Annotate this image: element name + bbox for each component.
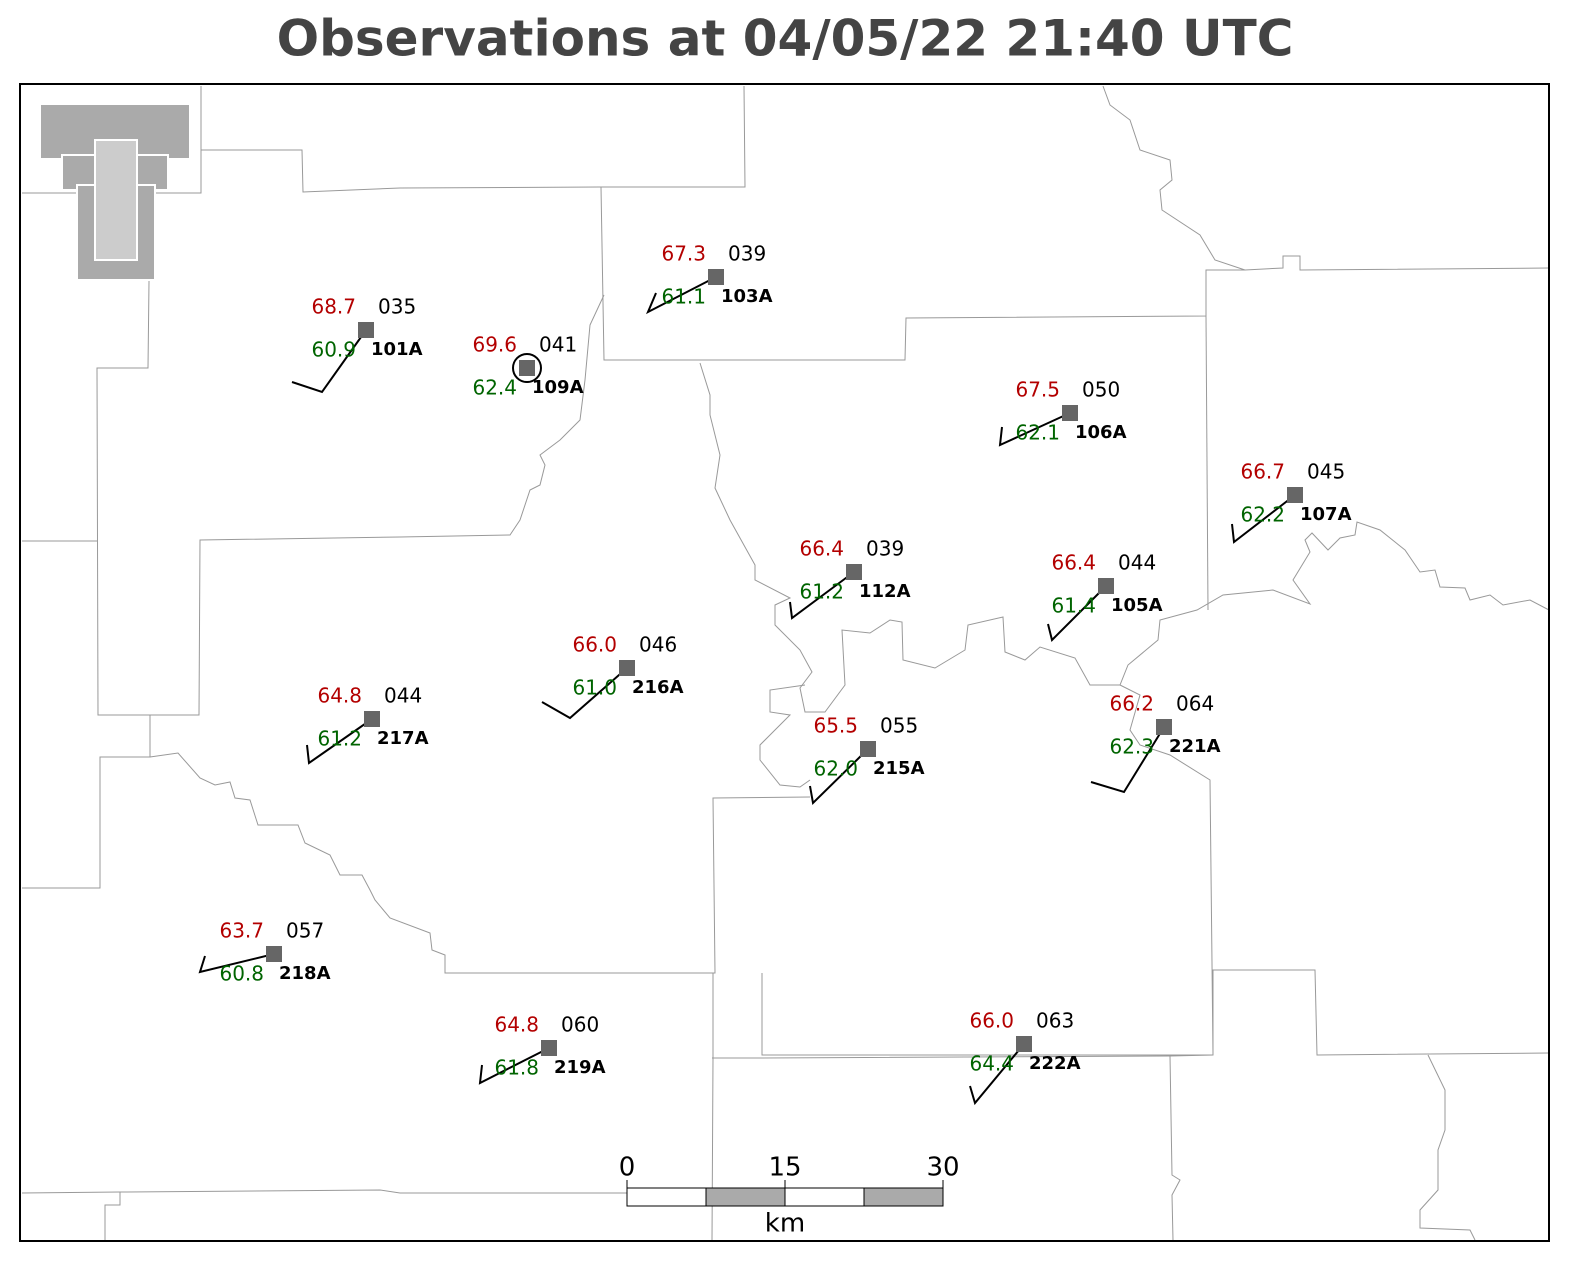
- station-id: 112A: [859, 581, 911, 602]
- wind-barb: [478, 1047, 550, 1085]
- dewpoint: 60.8: [219, 962, 264, 986]
- temperature: 66.7: [1240, 460, 1285, 484]
- station-id: 101A: [371, 339, 423, 360]
- station-id: 215A: [873, 758, 925, 779]
- temperature: 67.5: [1015, 378, 1060, 402]
- station-id: 221A: [1169, 736, 1221, 757]
- dewpoint: 61.2: [317, 727, 362, 751]
- dewpoint: 61.2: [799, 580, 844, 604]
- pressure: 057: [286, 919, 324, 943]
- pressure: 044: [384, 684, 422, 708]
- station-id: 219A: [554, 1057, 606, 1078]
- dewpoint: 62.4: [472, 376, 517, 400]
- station-marker: [364, 711, 380, 727]
- pressure: 064: [1176, 692, 1214, 716]
- temperature: 66.4: [1051, 551, 1096, 575]
- dewpoint: 61.4: [1051, 594, 1096, 618]
- temperature: 67.3: [661, 242, 706, 266]
- wind-barb: [198, 953, 275, 974]
- scale-bar: 0 15 30 km: [619, 1153, 960, 1239]
- wind-barb: [291, 329, 367, 394]
- station-marker: [1156, 719, 1172, 735]
- pressure: 063: [1036, 1009, 1074, 1033]
- temperature: 65.5: [813, 714, 858, 738]
- temperature: 66.0: [969, 1009, 1014, 1033]
- wind-barb: [1047, 585, 1107, 642]
- pressure: 055: [880, 714, 918, 738]
- wind-barb: [541, 667, 628, 720]
- temperature: 68.7: [311, 295, 356, 319]
- county-borders: [21, 85, 1550, 1241]
- station-marker: [860, 741, 876, 757]
- pressure: 035: [378, 295, 416, 319]
- temperature: 64.8: [317, 684, 362, 708]
- station-marker: [1016, 1036, 1032, 1052]
- wind-barb: [789, 571, 855, 620]
- map-title: Observations at 04/05/22 21:40 UTC: [277, 10, 1294, 68]
- station-id: 218A: [279, 963, 331, 984]
- station-marker: [266, 946, 282, 962]
- station-marker: [358, 322, 374, 338]
- wind-barb: [998, 412, 1071, 447]
- logo: [39, 103, 191, 281]
- dewpoint: 61.0: [572, 676, 617, 700]
- station-marker: [1287, 487, 1303, 503]
- scale-label: 0: [619, 1153, 636, 1183]
- scale-unit: km: [765, 1209, 805, 1239]
- map-frame: [19, 83, 1550, 1242]
- pressure: 045: [1307, 460, 1345, 484]
- dewpoint: 61.1: [661, 285, 706, 309]
- dewpoint: 60.9: [311, 338, 356, 362]
- wind-barb: [809, 748, 869, 806]
- temperature: 66.2: [1109, 692, 1154, 716]
- station-marker: [846, 564, 862, 580]
- station-marker: [619, 660, 635, 676]
- station-id: 109A: [532, 377, 584, 398]
- wind-barb: [1231, 494, 1296, 544]
- station-id: 222A: [1029, 1053, 1081, 1074]
- pressure: 039: [866, 537, 904, 561]
- station-marker: [1098, 578, 1114, 594]
- station-marker: [708, 269, 724, 285]
- dewpoint: 62.3: [1109, 735, 1154, 759]
- scale-label: 15: [768, 1153, 801, 1183]
- station-id: 106A: [1075, 422, 1127, 443]
- dewpoint: 62.0: [813, 757, 858, 781]
- wind-barb: [969, 1043, 1025, 1106]
- wind-barb: [646, 276, 717, 315]
- pressure: 046: [639, 633, 677, 657]
- station-id: 216A: [632, 677, 684, 698]
- temperature: 66.0: [572, 633, 617, 657]
- station-id: 103A: [721, 286, 773, 307]
- station-id: 107A: [1300, 504, 1352, 525]
- station-id: 105A: [1111, 595, 1163, 616]
- temperature: 69.6: [472, 333, 517, 357]
- station-id: 217A: [377, 728, 429, 749]
- pressure: 050: [1082, 378, 1120, 402]
- station-marker: [1062, 405, 1078, 421]
- station-marker: [519, 360, 535, 376]
- wind-barb: [306, 718, 373, 765]
- dewpoint: 62.1: [1015, 421, 1060, 445]
- pressure: 041: [539, 333, 577, 357]
- dewpoint: 64.4: [969, 1052, 1014, 1076]
- dewpoint: 61.8: [494, 1056, 539, 1080]
- temperature: 63.7: [219, 919, 264, 943]
- calm-circle: [512, 353, 542, 383]
- temperature: 64.8: [494, 1013, 539, 1037]
- temperature: 66.4: [799, 537, 844, 561]
- dewpoint: 62.2: [1240, 503, 1285, 527]
- pressure: 044: [1118, 551, 1156, 575]
- station-marker: [541, 1040, 557, 1056]
- wind-barb: [1090, 726, 1165, 794]
- pressure: 039: [728, 242, 766, 266]
- pressure: 060: [561, 1013, 599, 1037]
- scale-label: 30: [926, 1153, 959, 1183]
